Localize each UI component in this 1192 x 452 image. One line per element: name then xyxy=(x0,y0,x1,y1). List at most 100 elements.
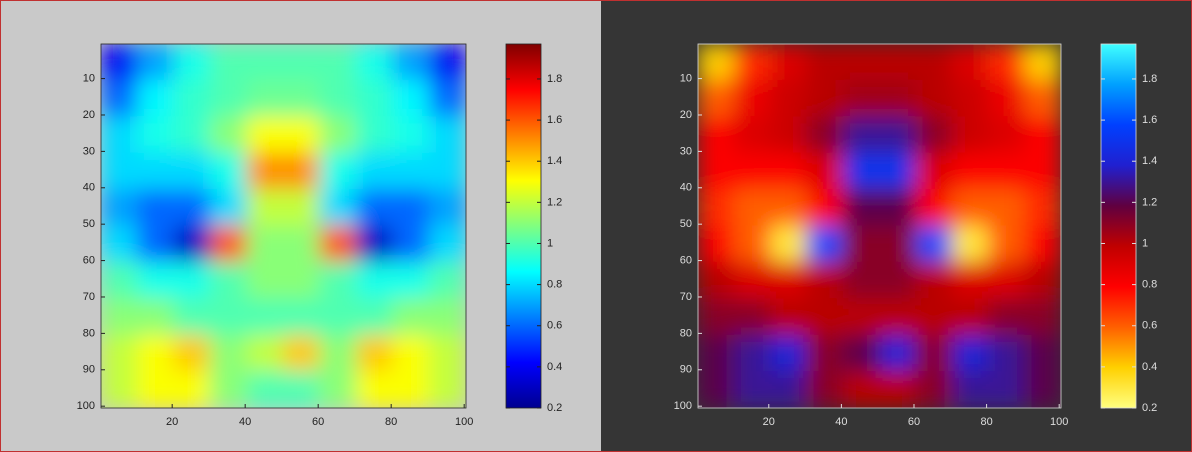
heatmap-cell xyxy=(392,371,430,408)
heatmap-cell xyxy=(101,189,138,227)
heatmap-cell xyxy=(283,152,321,191)
heatmap-cell xyxy=(987,79,1026,118)
heatmap-cell xyxy=(210,152,248,191)
heatmap-cell xyxy=(1024,152,1061,191)
heatmap-cell xyxy=(173,79,211,118)
heatmap-cell xyxy=(246,225,284,263)
y-tick-label: 10 xyxy=(680,72,692,84)
heatmap-cell xyxy=(137,225,175,263)
heatmap-cell xyxy=(137,261,175,300)
heatmap-cell xyxy=(698,116,735,154)
y-tick-label: 30 xyxy=(83,145,95,157)
heatmap-cell xyxy=(319,334,357,373)
heatmap-cell xyxy=(842,189,880,227)
heatmap-cell xyxy=(356,44,394,81)
y-tick-label: 90 xyxy=(83,364,95,376)
heatmap-cell xyxy=(283,334,321,373)
heatmap-cell xyxy=(283,79,321,118)
heatmap-cell xyxy=(698,371,735,408)
x-tick-label: 100 xyxy=(455,416,473,428)
heatmap-cell xyxy=(951,152,989,191)
heatmap-cell xyxy=(733,371,772,408)
heatmap-cell xyxy=(210,334,248,373)
heatmap-cell xyxy=(915,298,953,336)
heatmap-cell xyxy=(137,334,175,373)
heatmap-cell xyxy=(356,261,394,300)
x-tick-label: 20 xyxy=(166,416,178,428)
heatmap-cell xyxy=(392,116,430,154)
heatmap-cell xyxy=(101,261,138,300)
heatmap-cell xyxy=(915,371,953,408)
heatmap-cell xyxy=(951,261,989,300)
heatmap-cell xyxy=(770,225,808,263)
heatmap-cell xyxy=(429,79,466,118)
heatmap-cell xyxy=(101,225,138,263)
heatmap-cell xyxy=(842,334,880,373)
heatmap-cell xyxy=(356,334,394,373)
heatmap-cell xyxy=(879,189,917,227)
heatmap-cell xyxy=(283,225,321,263)
heatmap-cell xyxy=(210,116,248,154)
heatmap-cell xyxy=(987,371,1026,408)
heatmap-cell xyxy=(915,189,953,227)
heatmap-cell xyxy=(429,371,466,408)
colorbar-tick-label: 0.4 xyxy=(1142,361,1157,373)
heatmap-cell xyxy=(429,225,466,263)
y-tick-label: 70 xyxy=(680,291,692,303)
heatmap-cell xyxy=(915,334,953,373)
heatmap-cell xyxy=(356,189,394,227)
heatmap-cell xyxy=(319,152,357,191)
heatmap-cell xyxy=(698,261,735,300)
colorbar-tick-label: 0.6 xyxy=(547,320,562,332)
heatmap-cell xyxy=(733,261,772,300)
heatmap-cell xyxy=(806,371,844,408)
heatmap-cell xyxy=(319,79,357,118)
heatmap-cell xyxy=(246,334,284,373)
heatmap-cell xyxy=(842,225,880,263)
heatmap-cell xyxy=(806,298,844,336)
heatmap-cell xyxy=(429,334,466,373)
colorbar xyxy=(505,43,542,409)
heatmap-cell xyxy=(951,334,989,373)
heatmap-cell xyxy=(429,261,466,300)
colorbar-tick-label: 1.8 xyxy=(1142,73,1157,85)
heatmap-cell xyxy=(392,225,430,263)
colorbar-tick-label: 1.2 xyxy=(547,196,562,208)
heatmap-cell xyxy=(101,152,138,191)
heatmap-cell xyxy=(392,79,430,118)
heatmap-cell xyxy=(1024,371,1061,408)
heatmap-cell xyxy=(319,261,357,300)
heatmap-cell xyxy=(356,152,394,191)
heatmap-cell xyxy=(770,261,808,300)
y-tick-label: 20 xyxy=(83,109,95,121)
y-tick-label: 30 xyxy=(680,145,692,157)
heatmap-cell xyxy=(770,152,808,191)
heatmap-cell xyxy=(733,116,772,154)
heatmap-cell xyxy=(392,44,430,81)
heatmap-cell xyxy=(283,189,321,227)
axes-frame xyxy=(100,43,467,409)
heatmap-cell xyxy=(842,261,880,300)
heatmap-cell xyxy=(356,298,394,336)
colorbar-tick-label: 0.2 xyxy=(547,402,562,414)
heatmap-cell xyxy=(210,44,248,81)
heatmap-cell xyxy=(392,298,430,336)
axes-frame xyxy=(697,43,1062,409)
heatmap-cell xyxy=(1024,44,1061,81)
heatmap-cell xyxy=(173,334,211,373)
heatmap-cell xyxy=(1024,298,1061,336)
heatmap-cell xyxy=(842,298,880,336)
heatmap-cell xyxy=(698,334,735,373)
heatmap-cell xyxy=(987,152,1026,191)
x-tick-label: 40 xyxy=(835,416,847,428)
colorbar-tick-label: 1.4 xyxy=(1142,155,1157,167)
heatmap-cell xyxy=(842,79,880,118)
heatmap-cell xyxy=(210,189,248,227)
heatmap-cell xyxy=(246,371,284,408)
heatmap-cell xyxy=(915,152,953,191)
heatmap-cell xyxy=(101,44,138,81)
x-tick-label: 80 xyxy=(385,416,397,428)
heatmap-cell xyxy=(137,371,175,408)
y-tick-label: 70 xyxy=(83,291,95,303)
heatmap-cell xyxy=(842,116,880,154)
